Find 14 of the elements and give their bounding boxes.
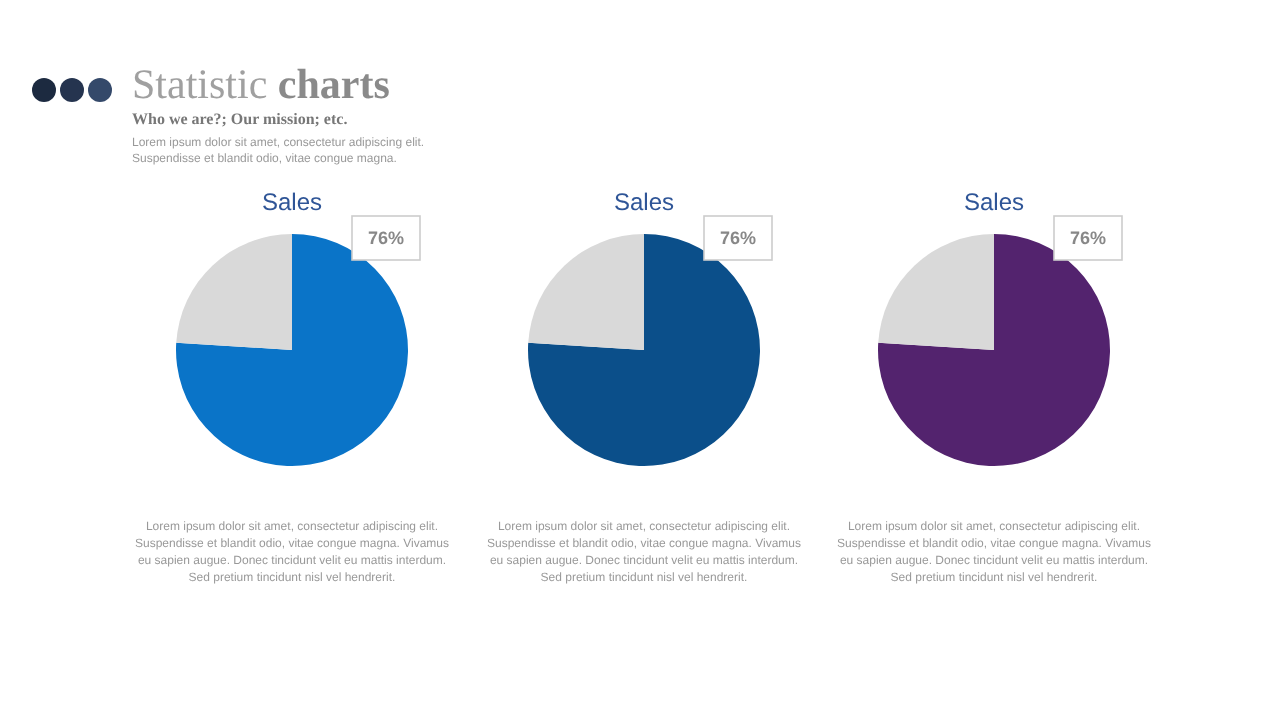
pie-slice [878,234,994,350]
chart-title: Sales [963,188,1025,216]
data-label: 76% [719,228,757,248]
pie-slice [528,234,760,466]
data-label: 76% [1069,228,1107,248]
pie-slice [528,234,644,350]
data-label: 76% [367,228,405,248]
chart-title: Sales [613,188,675,216]
pie-slice [176,234,408,466]
chart-title: Sales [261,188,323,216]
text: Who we are?; Our mission; etc. [132,110,348,128]
text: Statistic charts [132,60,390,108]
pie-slice [176,234,292,350]
pie-slice [878,234,1110,466]
